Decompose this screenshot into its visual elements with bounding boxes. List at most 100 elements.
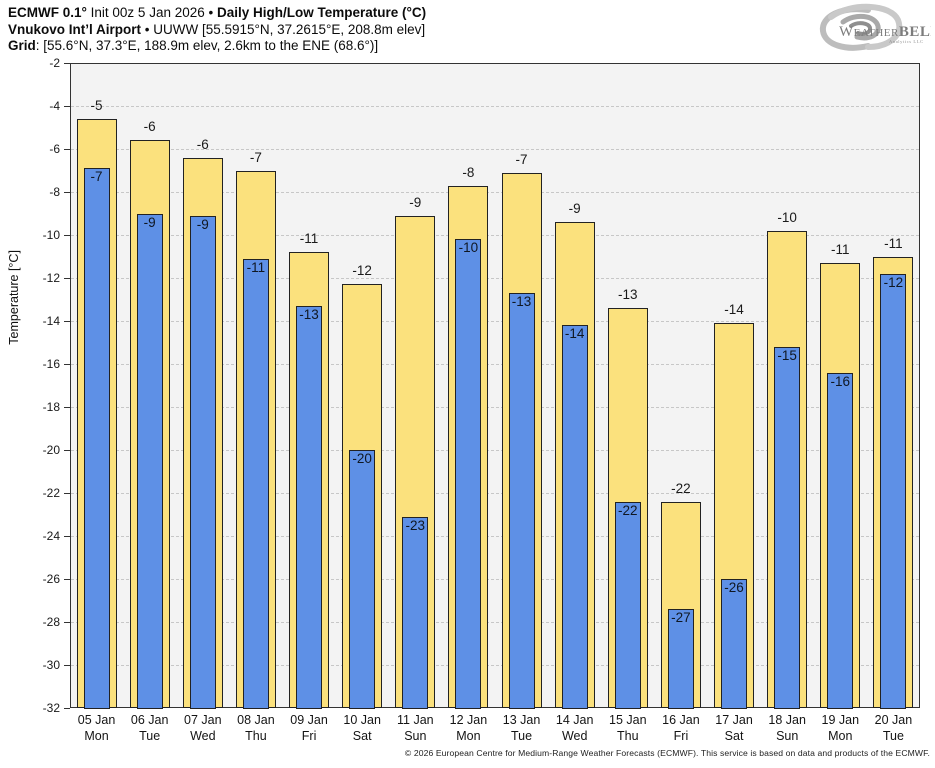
y-axis-title: Temperature [°C] bbox=[7, 250, 21, 345]
low-temp-label: -7 bbox=[90, 169, 103, 185]
station-coords: • UUWW [55.5915°N, 37.2615°E, 208.8m ele… bbox=[141, 21, 426, 37]
y-tick-label: -20 bbox=[42, 442, 60, 457]
gridline bbox=[71, 278, 919, 279]
x-tick-date: 05 Jan bbox=[77, 713, 116, 727]
x-tick-weekday: Tue bbox=[139, 729, 161, 743]
y-tick-label: -2 bbox=[49, 55, 60, 70]
high-temp-label: -5 bbox=[90, 97, 103, 113]
low-temp-bar bbox=[242, 258, 269, 709]
x-tick-weekday: Mon bbox=[828, 729, 853, 743]
low-temp-label: -27 bbox=[671, 610, 691, 626]
gridline bbox=[71, 149, 919, 150]
low-temp-bar bbox=[827, 372, 854, 709]
y-tick-label: -4 bbox=[49, 98, 60, 113]
x-tick-date: 16 Jan bbox=[662, 713, 700, 727]
low-temp-bar bbox=[296, 305, 323, 709]
title-init: Init 00z 5 Jan 2026 • bbox=[86, 5, 217, 20]
copyright-footer: © 2026 European Centre for Medium-Range … bbox=[404, 748, 930, 758]
high-temp-label: -13 bbox=[618, 287, 638, 303]
x-tick-label: 08 Jan Thu bbox=[229, 712, 282, 744]
gridline bbox=[71, 536, 919, 537]
low-temp-bar bbox=[667, 609, 694, 709]
low-temp-bar bbox=[508, 293, 535, 709]
x-tick-weekday: Sun bbox=[776, 729, 799, 743]
logo-eather: EATHER bbox=[854, 27, 899, 39]
y-tick-mark bbox=[64, 235, 70, 236]
x-tick-weekday: Tue bbox=[511, 729, 533, 743]
low-temp-label: -20 bbox=[352, 451, 372, 466]
low-temp-bar bbox=[402, 516, 429, 709]
low-temp-bar bbox=[83, 168, 110, 709]
high-temp-label: -7 bbox=[515, 151, 528, 167]
gridline bbox=[71, 450, 919, 451]
station-line: Vnukovo Int’l Airport • UUWW [55.5915°N,… bbox=[8, 22, 426, 39]
x-tick-label: 19 Jan Mon bbox=[814, 712, 867, 744]
low-temp-bar bbox=[136, 213, 163, 709]
low-temp-label: -13 bbox=[299, 306, 319, 322]
x-tick-date: 11 Jan bbox=[397, 713, 434, 727]
x-tick-label: 18 Jan Sun bbox=[761, 712, 814, 744]
x-tick-date: 18 Jan bbox=[768, 713, 806, 727]
low-temp-label: -13 bbox=[511, 294, 532, 310]
x-tick-date: 12 Jan bbox=[449, 713, 488, 727]
x-tick-label: 17 Jan Sat bbox=[708, 712, 761, 744]
gridline bbox=[71, 364, 919, 365]
low-temp-label: -26 bbox=[724, 580, 744, 595]
y-tick-label: -14 bbox=[42, 313, 60, 328]
high-temp-label: -6 bbox=[196, 136, 209, 152]
low-temp-label: -9 bbox=[196, 216, 209, 232]
grid-label: Grid bbox=[8, 38, 36, 53]
gridline bbox=[71, 622, 919, 623]
y-tick-label: -6 bbox=[49, 141, 60, 156]
low-temp-label: -14 bbox=[564, 326, 585, 342]
y-tick-label: -12 bbox=[42, 270, 60, 285]
x-tick-date: 20 Jan bbox=[874, 713, 913, 727]
chart-header: ECMWF 0.1° Init 00z 5 Jan 2026 • Daily H… bbox=[8, 5, 426, 55]
high-temp-label: -14 bbox=[724, 302, 744, 318]
y-tick-label: -8 bbox=[49, 184, 60, 199]
title-product: Daily High/Low Temperature (°C) bbox=[216, 5, 427, 20]
x-tick-label: 11 Jan Sun bbox=[389, 712, 442, 744]
gridline bbox=[71, 579, 919, 580]
weatherbell-swirl-icon: WEATHERBELL Analytics LLC bbox=[819, 3, 935, 51]
high-temp-label: -8 bbox=[462, 164, 475, 180]
x-tick-weekday: Fri bbox=[673, 729, 689, 743]
y-tick-mark bbox=[64, 665, 70, 666]
x-tick-date: 06 Jan bbox=[130, 713, 169, 727]
high-temp-label: -11 bbox=[884, 235, 903, 251]
low-temp-label: -10 bbox=[458, 240, 479, 256]
low-temp-bar bbox=[614, 501, 641, 709]
y-tick-label: -28 bbox=[42, 614, 60, 629]
x-tick-date: 09 Jan bbox=[290, 713, 328, 727]
gridline bbox=[71, 192, 919, 193]
low-temp-bar bbox=[189, 215, 216, 709]
x-tick-weekday: Sat bbox=[724, 729, 744, 743]
logo-w: W bbox=[839, 24, 854, 40]
x-tick-date: 17 Jan bbox=[715, 713, 753, 727]
x-tick-label: 12 Jan Mon bbox=[442, 712, 495, 744]
y-tick-mark bbox=[64, 63, 70, 64]
gridline bbox=[71, 407, 919, 408]
y-tick-mark bbox=[64, 106, 70, 107]
y-tick-label: -32 bbox=[42, 700, 60, 715]
y-tick-mark bbox=[64, 493, 70, 494]
y-tick-mark bbox=[64, 407, 70, 408]
low-temp-label: -11 bbox=[246, 259, 266, 275]
high-temp-label: -10 bbox=[777, 209, 797, 225]
x-tick-weekday: Sat bbox=[352, 729, 372, 743]
logo-bell: BELL bbox=[899, 24, 931, 40]
x-tick-weekday: Tue bbox=[882, 729, 904, 743]
x-tick-date: 10 Jan bbox=[343, 713, 381, 727]
x-tick-weekday: Sun bbox=[404, 729, 427, 743]
high-temp-label: -9 bbox=[568, 201, 581, 217]
low-temp-bar bbox=[349, 450, 376, 709]
svg-text:WEATHERBELL: WEATHERBELL bbox=[839, 24, 931, 40]
x-tick-date: 08 Jan bbox=[237, 713, 275, 727]
gridline bbox=[71, 235, 919, 236]
y-tick-label: -10 bbox=[42, 227, 60, 242]
low-temp-label: -15 bbox=[777, 347, 797, 363]
x-tick-weekday: Thu bbox=[245, 729, 267, 743]
x-tick-label: 06 Jan Tue bbox=[123, 712, 176, 744]
y-tick-mark bbox=[64, 278, 70, 279]
